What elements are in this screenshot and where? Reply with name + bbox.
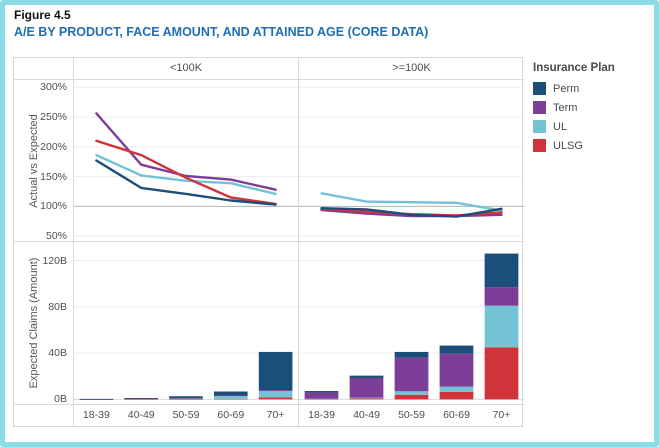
y-tick-label: 50% (45, 230, 67, 243)
line-ulsg[interactable] (95, 139, 277, 206)
y-tick-label: 40B (48, 347, 67, 360)
x-tick-label-18-39: 18-39 (308, 409, 335, 421)
y-tick-label: 150% (40, 170, 67, 183)
y-axis-expected-claims: Expected Claims (Amount) 120B 80B 40B 0B (14, 242, 73, 405)
legend-label: ULSG (553, 139, 583, 152)
y-tick-label: 120B (42, 254, 67, 267)
y-tick-label: 0B (54, 393, 67, 406)
panel-header-lt100k: <100K (73, 58, 298, 80)
bar-ulsg-40-49[interactable] (124, 399, 158, 400)
line-perm[interactable] (320, 206, 503, 218)
legend-label: Term (553, 101, 578, 114)
y-axis-title-actual-vs-expected: Actual vs Expected (28, 113, 40, 208)
y-tick-label: 250% (40, 110, 67, 123)
x-tick-label-40-49: 40-49 (127, 409, 155, 421)
legend-swatch-term (533, 101, 546, 114)
legend-label: UL (553, 120, 568, 133)
chart-table: <100K >=100K Actual vs Expected 300% 250%… (13, 57, 524, 427)
bar-term-60-69[interactable] (439, 353, 474, 387)
bar-perm-18-39[interactable] (304, 391, 339, 393)
legend-label: Perm (553, 82, 580, 95)
x-tick-label-50-59: 50-59 (172, 409, 200, 421)
y-axis-actual-vs-expected: Actual vs Expected 300% 250% 200% 150% 100% 5… (14, 80, 73, 242)
bar-perm-60-69[interactable] (214, 391, 248, 396)
bar-perm-18-39[interactable] (79, 398, 114, 400)
bar-ulsg-60-69[interactable] (439, 391, 474, 400)
bar-ul-50-59[interactable] (169, 398, 203, 400)
bar-perm-50-59[interactable] (394, 351, 429, 358)
x-tick-label-40-49: 40-49 (353, 409, 380, 421)
line-plot-svg[interactable] (299, 80, 524, 241)
bar-ul-40-49[interactable] (349, 397, 384, 399)
bar-term-40-49[interactable] (349, 377, 384, 398)
bar-perm-70+[interactable] (258, 351, 293, 391)
bar-term-40-49[interactable] (124, 398, 158, 400)
bar-ul-70+[interactable] (258, 391, 293, 398)
chart-title: A/E BY PRODUCT, FACE AMOUNT, AND ATTAINE… (14, 25, 429, 39)
y-axis-title-expected-claims: Expected Claims (Amount) (28, 257, 40, 389)
bar-term-50-59[interactable] (169, 397, 203, 399)
line-perm[interactable] (95, 159, 277, 206)
bar-panel-gte100k[interactable] (298, 242, 524, 405)
bar-perm-40-49[interactable] (349, 375, 384, 378)
x-axis-labels-lt100k: 18-39 40-49 50-59 60-69 70+ (73, 405, 298, 426)
bar-ul-70+[interactable] (484, 305, 519, 348)
bar-ulsg-60-69[interactable] (214, 398, 248, 400)
bar-ul-50-59[interactable] (394, 391, 429, 395)
legend-item-term[interactable]: Term (533, 98, 654, 117)
y-tick-label: 100% (40, 200, 67, 213)
bar-plot-svg[interactable] (299, 242, 524, 404)
bar-term-18-39[interactable] (304, 392, 339, 399)
legend: Insurance Plan Perm Term UL ULSG (533, 62, 654, 155)
y-tick-label: 80B (48, 300, 67, 313)
x-tick-label-60-69: 60-69 (217, 409, 245, 421)
legend-swatch-ulsg (533, 139, 546, 152)
x-tick-label-50-59: 50-59 (398, 409, 425, 421)
x-axis-labels-gte100k: 18-39 40-49 50-59 60-69 70+ (298, 405, 524, 426)
line-ul[interactable] (320, 192, 503, 212)
y-tick-label: 200% (40, 140, 67, 153)
x-tick-label-70+: 70+ (492, 409, 511, 421)
figure-label: Figure 4.5 (14, 8, 71, 22)
bar-ulsg-70+[interactable] (484, 347, 519, 400)
legend-item-ulsg[interactable]: ULSG (533, 136, 654, 155)
bar-perm-50-59[interactable] (169, 396, 203, 398)
x-tick-label-18-39: 18-39 (82, 409, 110, 421)
bar-term-60-69[interactable] (214, 395, 248, 397)
legend-item-ul[interactable]: UL (533, 117, 654, 136)
bar-term-70+[interactable] (484, 287, 519, 306)
legend-item-perm[interactable]: Perm (533, 79, 654, 98)
bar-plot-svg[interactable] (74, 242, 298, 404)
x-tick-label-70+: 70+ (266, 409, 285, 421)
bar-perm-70+[interactable] (484, 253, 519, 288)
x-tick-label-60-69: 60-69 (443, 409, 470, 421)
bar-perm-40-49[interactable] (124, 397, 158, 399)
line-term[interactable] (95, 112, 277, 191)
line-plot-svg[interactable] (74, 80, 298, 241)
bar-ul-18-39[interactable] (304, 398, 339, 400)
line-panel-lt100k[interactable] (73, 80, 298, 242)
legend-swatch-ul (533, 120, 546, 133)
header-corner (14, 58, 73, 80)
legend-title: Insurance Plan (533, 62, 615, 74)
panel-header-gte100k: >=100K (298, 58, 524, 80)
line-ul[interactable] (95, 153, 277, 196)
x-axis-corner (14, 405, 73, 426)
y-tick-label: 300% (40, 81, 67, 94)
bar-ulsg-50-59[interactable] (169, 399, 203, 400)
bar-term-70+[interactable] (258, 390, 293, 392)
bar-perm-60-69[interactable] (439, 345, 474, 354)
legend-swatch-perm (533, 82, 546, 95)
bar-term-50-59[interactable] (394, 357, 429, 392)
line-panel-gte100k[interactable] (298, 80, 524, 242)
bar-ulsg-70+[interactable] (258, 397, 293, 400)
bar-ul-60-69[interactable] (214, 396, 248, 399)
bar-ul-60-69[interactable] (439, 386, 474, 392)
bar-ulsg-40-49[interactable] (349, 398, 384, 400)
bar-panel-lt100k[interactable] (73, 242, 298, 405)
bar-ulsg-50-59[interactable] (394, 394, 429, 400)
